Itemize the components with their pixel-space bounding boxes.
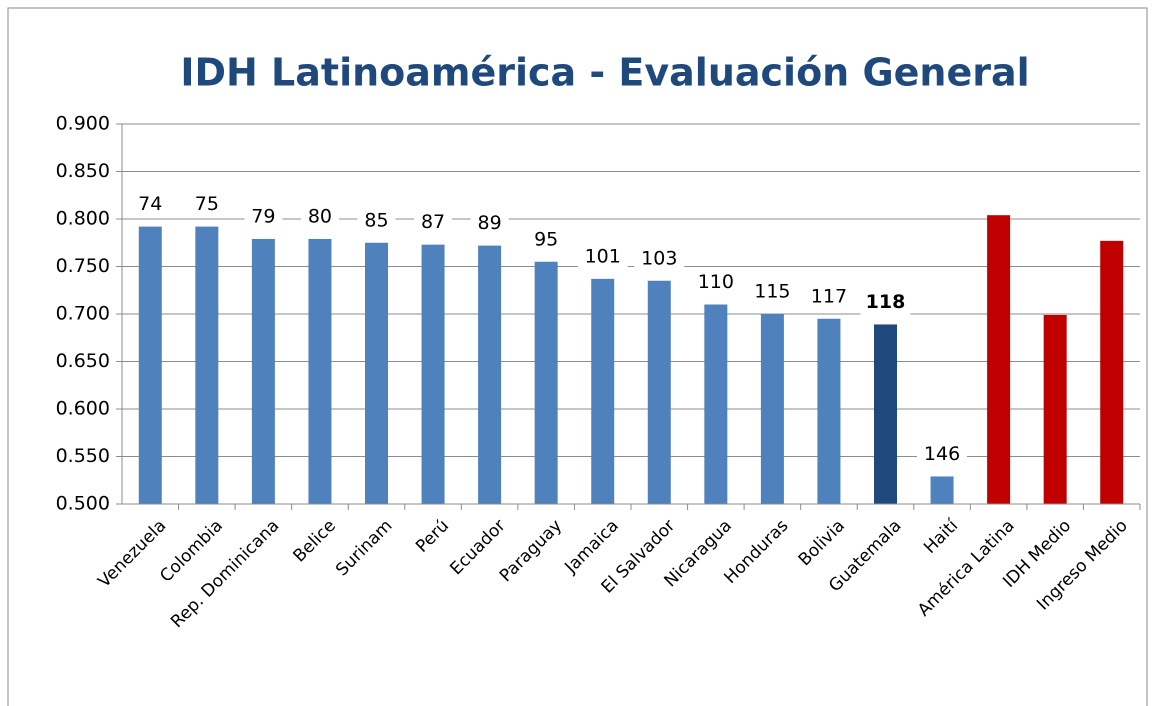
data-label-bg xyxy=(747,279,798,305)
data-label: 110 xyxy=(698,271,734,293)
data-label: 115 xyxy=(754,281,790,303)
bar xyxy=(138,226,162,504)
data-label: 85 xyxy=(364,209,388,231)
bar xyxy=(591,278,615,504)
y-tick-label: 0.800 xyxy=(56,208,110,230)
data-label: 118 xyxy=(866,291,906,313)
data-label-bg xyxy=(577,243,628,270)
data-label: 89 xyxy=(478,212,502,234)
bar xyxy=(987,215,1011,504)
bar xyxy=(1100,240,1124,504)
data-label-bg xyxy=(917,441,968,468)
y-tick-label: 0.850 xyxy=(56,160,110,182)
data-label: 87 xyxy=(421,211,445,233)
bar xyxy=(308,238,332,504)
data-label-bg xyxy=(187,191,226,218)
bar xyxy=(930,476,954,504)
data-label-bg xyxy=(300,203,339,230)
bar xyxy=(874,324,897,504)
data-label-bg xyxy=(527,226,566,253)
bar xyxy=(365,242,388,504)
y-tick-label: 0.750 xyxy=(56,255,110,277)
bar xyxy=(195,226,219,504)
bar xyxy=(251,238,275,504)
chart-title: IDH Latinoamérica - Evaluación General xyxy=(180,51,1029,95)
data-label: 75 xyxy=(195,193,219,215)
y-tick-label: 0.700 xyxy=(56,303,110,325)
y-tick-label: 0.650 xyxy=(56,350,110,372)
data-label-bg xyxy=(803,283,854,310)
data-label-bg xyxy=(690,269,741,296)
bar xyxy=(478,245,502,504)
data-label: 146 xyxy=(924,443,960,465)
bar xyxy=(534,261,558,504)
bar xyxy=(704,304,728,504)
data-label: 95 xyxy=(534,228,558,250)
y-tick-label: 0.500 xyxy=(56,493,110,515)
data-label-bg xyxy=(634,245,685,272)
data-label-bg xyxy=(244,203,283,230)
data-label: 101 xyxy=(585,245,621,267)
bar xyxy=(760,314,784,504)
data-label-bg xyxy=(470,210,509,237)
bar xyxy=(647,280,671,504)
data-label: 74 xyxy=(138,193,162,215)
data-label-bg xyxy=(414,209,453,236)
data-label-bg xyxy=(860,289,911,316)
data-label: 80 xyxy=(308,205,332,227)
chart-frame xyxy=(7,7,1148,706)
data-label: 117 xyxy=(811,285,847,307)
data-label: 103 xyxy=(641,247,677,269)
data-label-bg xyxy=(357,207,396,234)
bar xyxy=(817,318,841,504)
bar xyxy=(421,244,445,504)
y-tick-label: 0.600 xyxy=(56,398,110,420)
y-tick-label: 0.550 xyxy=(56,445,110,467)
bar xyxy=(1043,314,1067,504)
data-label: 79 xyxy=(251,205,275,227)
y-tick-label: 0.900 xyxy=(56,113,110,135)
data-label-bg xyxy=(131,191,170,218)
